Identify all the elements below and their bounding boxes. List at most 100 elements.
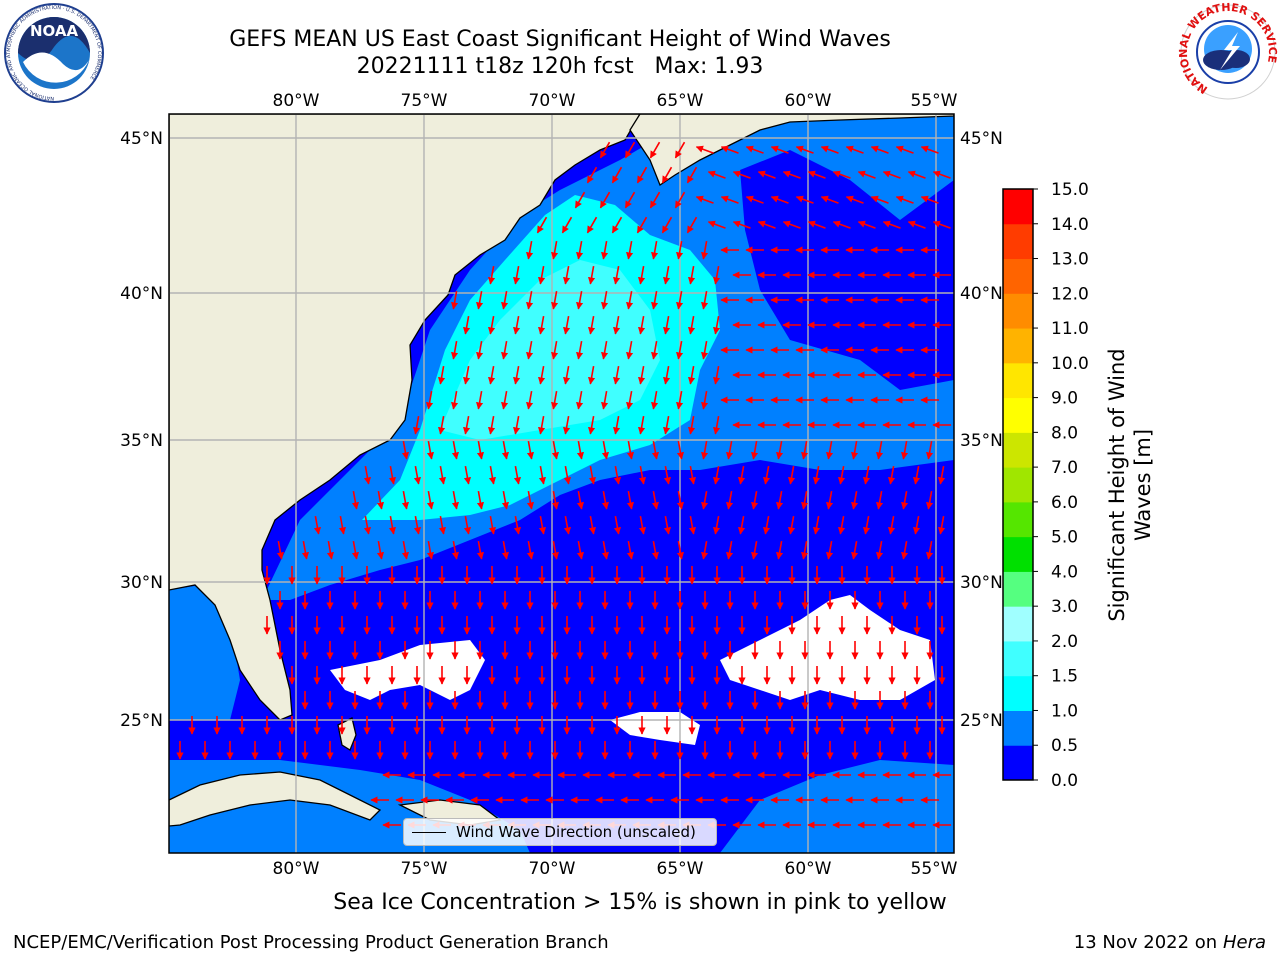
footer-credit: NCEP/EMC/Verification Post Processing Pr… (13, 932, 609, 953)
wave-direction-arrow (388, 515, 396, 535)
no-data-area-2 (330, 640, 485, 700)
wave-direction-arrow (876, 490, 884, 510)
wave-direction-arrow (707, 220, 726, 229)
wave-direction-arrow (551, 540, 559, 560)
colorbar-segment (1003, 258, 1033, 294)
lon-tick-top-60w: 60°W (785, 91, 832, 111)
wave-direction-arrow (526, 540, 534, 560)
wave-direction-arrow (926, 490, 934, 510)
wave-direction-arrow (438, 415, 446, 435)
wave-direction-arrow (726, 440, 734, 460)
wave-direction-arrow (513, 515, 521, 535)
chart-subtitle: 20221111 t18z 120h fcst Max: 1.93 (356, 54, 764, 79)
wave-direction-arrow (851, 440, 859, 460)
wave-direction-arrow (863, 515, 871, 535)
colorbar-tick-label: 13.0 (1051, 250, 1089, 270)
lat-tick-right-25n: 25°N (960, 711, 1003, 731)
wave-direction-arrow (757, 170, 776, 179)
wave-direction-arrow (513, 415, 521, 435)
wave-direction-arrow (551, 240, 559, 260)
wave-direction-arrow (651, 340, 659, 360)
wave-direction-arrow (674, 191, 686, 209)
wave-direction-arrow (526, 490, 534, 510)
colorbar-tick-label: 12.0 (1051, 284, 1089, 304)
wave-direction-arrow (576, 440, 584, 460)
wave-direction-arrow (901, 540, 909, 560)
colorbar-tick-label: 10.0 (1051, 354, 1089, 374)
wave-direction-arrow (763, 465, 771, 485)
map-frame (168, 113, 955, 854)
wave-direction-arrow (901, 490, 909, 510)
wave-direction-arrow (676, 490, 684, 510)
wave-direction-arrow (426, 390, 434, 410)
wave-direction-arrow (438, 465, 446, 485)
wave-direction-arrow (638, 265, 646, 285)
wave-direction-arrow (426, 440, 434, 460)
wave-direction-arrow (701, 440, 709, 460)
wave-direction-arrow (813, 515, 821, 535)
wave-direction-arrow (651, 490, 659, 510)
wave-direction-arrow (513, 265, 521, 285)
wave-direction-arrow (707, 170, 726, 179)
wave-direction-arrow (624, 141, 636, 159)
wave-direction-arrow (626, 390, 634, 410)
lon-tick-bottom-65w: 65°W (657, 859, 704, 879)
wave-direction-arrow (713, 315, 721, 335)
wave-direction-arrow (626, 490, 634, 510)
wave-direction-arrow (870, 195, 889, 204)
wave-direction-arrow (851, 540, 859, 560)
wave-direction-arrow (701, 490, 709, 510)
wave-direction-arrow (788, 515, 796, 535)
lat-tick-left-25n: 25°N (120, 711, 163, 731)
wave-direction-arrow (538, 265, 546, 285)
nws-logo-icon: NATIONAL WEATHER SERVICE (1178, 2, 1278, 100)
wave-direction-arrow (801, 490, 809, 510)
colorbar-frame (1002, 188, 1034, 781)
wave-direction-arrow (476, 440, 484, 460)
noaa-logo-text: NOAA (30, 22, 79, 40)
colorbar-tick-label: 0.0 (1051, 771, 1078, 791)
colorbar-segment (1003, 501, 1033, 538)
wave-direction-arrow (626, 290, 634, 310)
wave-direction-arrow (438, 515, 446, 535)
wave-direction-arrow (851, 490, 859, 510)
wave-direction-arrow (907, 170, 926, 179)
wave-direction-arrow (599, 191, 611, 209)
wave-direction-arrow (588, 265, 596, 285)
wave-direction-arrow (488, 265, 496, 285)
wave-direction-arrow (599, 141, 611, 159)
colorbar-tick-label: 1.0 (1051, 701, 1078, 721)
wave-direction-arrow (738, 515, 746, 535)
wave-direction-arrow (676, 240, 684, 260)
wave-direction-arrow (563, 315, 571, 335)
wave-direction-arrow (601, 540, 609, 560)
wave-direction-arrow (888, 465, 896, 485)
wave-direction-arrow (745, 145, 764, 154)
wave-direction-arrow (576, 240, 584, 260)
wave-direction-arrow (451, 440, 459, 460)
wave-direction-arrow (476, 340, 484, 360)
wave-direction-arrow (626, 240, 634, 260)
wave-direction-arrow (876, 440, 884, 460)
wave-direction-arrow (401, 490, 409, 510)
lat-tick-left-30n: 30°N (120, 573, 163, 593)
wave-direction-arrow (870, 145, 889, 154)
land-cuba (169, 771, 382, 827)
wave-direction-arrow (801, 540, 809, 560)
wave-direction-arrow (686, 166, 698, 184)
wave-direction-arrow (938, 515, 946, 535)
wave-direction-arrow (820, 145, 839, 154)
footer-machine: Hera (1222, 932, 1266, 953)
wave-direction-arrow (776, 440, 784, 460)
wave-direction-arrow (738, 465, 746, 485)
wave-direction-arrow (613, 315, 621, 335)
wave-direction-arrow (338, 515, 346, 535)
wave-direction-arrow (638, 415, 646, 435)
wave-direction-arrow (826, 490, 834, 510)
wave-direction-arrow (601, 240, 609, 260)
wave-direction-arrow (826, 440, 834, 460)
wave-direction-arrow (663, 415, 671, 435)
wave-direction-arrow (882, 220, 901, 229)
chart-title: GEFS MEAN US East Coast Significant Heig… (229, 27, 891, 52)
